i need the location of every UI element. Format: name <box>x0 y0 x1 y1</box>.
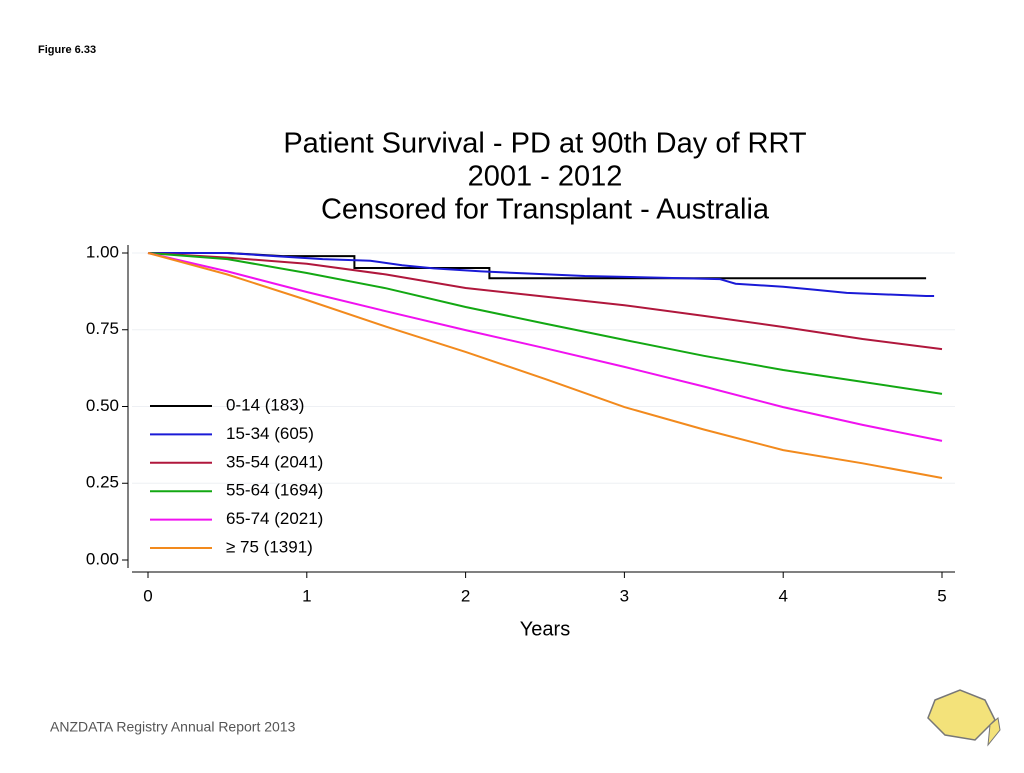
legend-label: 15-34 (605) <box>226 424 314 443</box>
legend-label: 0-14 (183) <box>226 395 304 414</box>
x-tick-label: 5 <box>937 586 946 605</box>
y-tick-label: 0.25 <box>86 473 119 492</box>
survival-line <box>147 252 943 395</box>
chart-title: 2001 - 2012 <box>468 161 623 193</box>
footer: ANZDATA Registry Annual Report 2013 <box>50 719 296 735</box>
survival-line <box>148 252 935 297</box>
survival-line <box>147 252 943 442</box>
x-tick-label: 3 <box>620 586 629 605</box>
y-tick-label: 0.75 <box>86 319 119 338</box>
chart-title: Patient Survival - PD at 90th Day of RRT <box>283 128 807 160</box>
figure-label: Figure 6.33 <box>38 44 96 56</box>
x-axis-label: Years <box>520 618 570 640</box>
survival-line <box>147 252 943 351</box>
x-tick-label: 4 <box>778 586 787 605</box>
legend-label: 65-74 (2021) <box>226 509 323 528</box>
logo <box>927 689 1001 747</box>
y-tick-label: 0.50 <box>86 396 119 415</box>
legend-label: 35-54 (2041) <box>226 452 323 471</box>
y-tick-label: 0.00 <box>86 549 119 568</box>
legend-label: 55-64 (1694) <box>226 481 323 500</box>
legend-label: ≥ 75 (1391) <box>226 537 313 556</box>
x-tick-label: 2 <box>461 586 470 605</box>
survival-line <box>147 252 943 479</box>
x-tick-label: 1 <box>302 586 311 605</box>
y-tick-label: 1.00 <box>86 242 119 261</box>
chart-title: Censored for Transplant - Australia <box>321 194 770 226</box>
x-tick-label: 0 <box>143 586 152 605</box>
